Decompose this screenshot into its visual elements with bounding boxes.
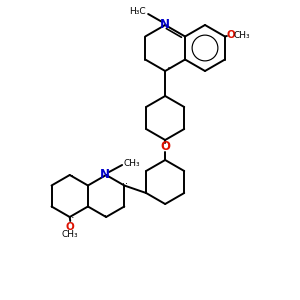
Text: CH₃: CH₃ <box>123 158 140 167</box>
Text: CH₃: CH₃ <box>234 31 250 40</box>
Text: ·: · <box>166 62 170 76</box>
Text: O: O <box>227 31 236 40</box>
Text: O: O <box>65 222 74 232</box>
Text: ·: · <box>143 187 147 197</box>
Text: ·: · <box>71 213 74 223</box>
Text: ··: ·· <box>122 179 128 190</box>
Text: ··: ·· <box>104 211 110 221</box>
Text: H₃C: H₃C <box>130 8 146 16</box>
Text: CH₃: CH₃ <box>61 230 78 239</box>
Text: O: O <box>160 140 170 154</box>
Text: N: N <box>160 18 170 31</box>
Text: N: N <box>100 168 110 181</box>
Text: ··: ·· <box>68 171 74 181</box>
